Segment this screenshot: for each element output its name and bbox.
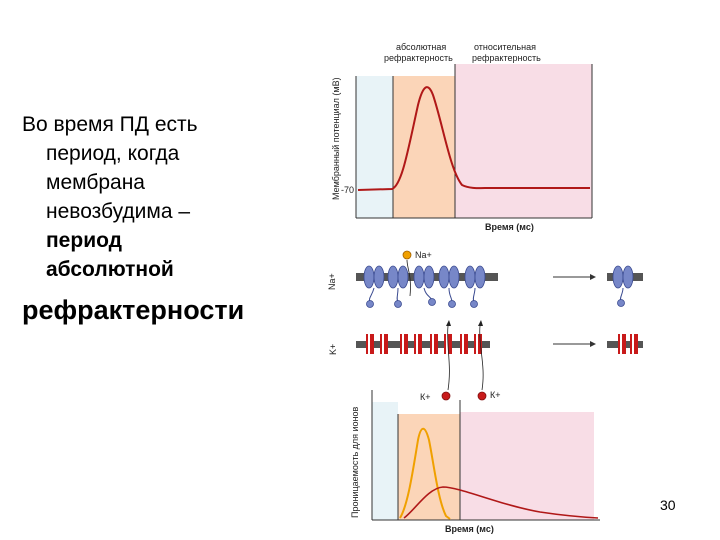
- pre-zone: [356, 76, 393, 218]
- zone1-label-2: рефрактерность: [384, 53, 453, 63]
- zone1-label-1: абсолютная: [396, 42, 446, 52]
- na-gate-right: [619, 287, 624, 302]
- k-membrane: [356, 341, 490, 348]
- relative-refractory-zone: [455, 64, 592, 218]
- k-ion-label-2: К+: [490, 390, 501, 400]
- bottom-relative-zone: [460, 412, 594, 520]
- k-ion-label-1: К+: [420, 392, 431, 402]
- bottom-chart: К+ К+ Проницаемость для ионов Время (мс): [350, 390, 600, 534]
- k-ion-arrowhead-2: [478, 320, 483, 326]
- top-chart: абсолютная рефрактерность относительная …: [331, 42, 593, 232]
- k-ion-dot-2: [477, 391, 487, 401]
- text-line-5: период: [46, 229, 122, 252]
- na-ion-label: Na+: [415, 250, 432, 260]
- na-ion-path: [406, 259, 411, 297]
- na-channels: Na+ Na+: [327, 250, 643, 308]
- bottom-y-label: Проницаемость для ионов: [350, 406, 360, 518]
- bottom-absolute-zone: [398, 414, 460, 520]
- k-ion-path-1: [447, 325, 450, 391]
- k-channel-stripes: [368, 334, 478, 354]
- resting-potential-tick: -70: [341, 185, 354, 195]
- text-line-7: рефрактерности: [22, 295, 245, 325]
- text-line-1: Во время ПД есть: [22, 113, 198, 136]
- k-ion-path-2: [479, 325, 484, 391]
- k-stripe-right-b: [632, 334, 634, 354]
- text-line-2: период, когда: [46, 142, 180, 165]
- na-side-label: Na+: [327, 273, 337, 290]
- na-channel-right-a: [612, 265, 624, 289]
- na-ball-right: [617, 299, 625, 307]
- na-channel-group: [363, 265, 486, 289]
- na-gate-lines: [369, 287, 476, 303]
- page-number: 30: [660, 497, 676, 513]
- k-channels: K+: [328, 320, 643, 391]
- k-permeability-curve: [403, 486, 599, 519]
- bottom-pre-zone: [372, 402, 398, 520]
- absolute-refractory-zone: [393, 76, 455, 218]
- k-arrowhead: [590, 341, 596, 347]
- top-y-label: Мембранный потенциал (мВ): [331, 77, 341, 200]
- k-ion-dot-1: [441, 391, 451, 401]
- k-side-label: K+: [328, 344, 338, 355]
- na-arrowhead: [590, 274, 596, 280]
- na-channel-right-b: [622, 265, 634, 289]
- k-stripe-right-a: [620, 334, 622, 354]
- text-line-6: абсолютной: [46, 258, 174, 281]
- slide-text: Во время ПД есть период, когда мембрана …: [22, 110, 322, 325]
- na-ion-dot: [402, 250, 412, 260]
- top-x-label: Время (мс): [485, 222, 534, 232]
- bottom-x-label: Время (мс): [445, 524, 494, 534]
- na-gate-balls: [366, 298, 478, 308]
- action-potential-curve: [357, 86, 590, 191]
- zone2-label-1: относительная: [474, 42, 536, 52]
- text-line-3: мембрана: [46, 171, 145, 194]
- zone2-label-2: рефрактерность: [472, 53, 541, 63]
- text-line-4: невозбудима –: [46, 200, 191, 223]
- k-ion-arrowhead-1: [446, 320, 451, 326]
